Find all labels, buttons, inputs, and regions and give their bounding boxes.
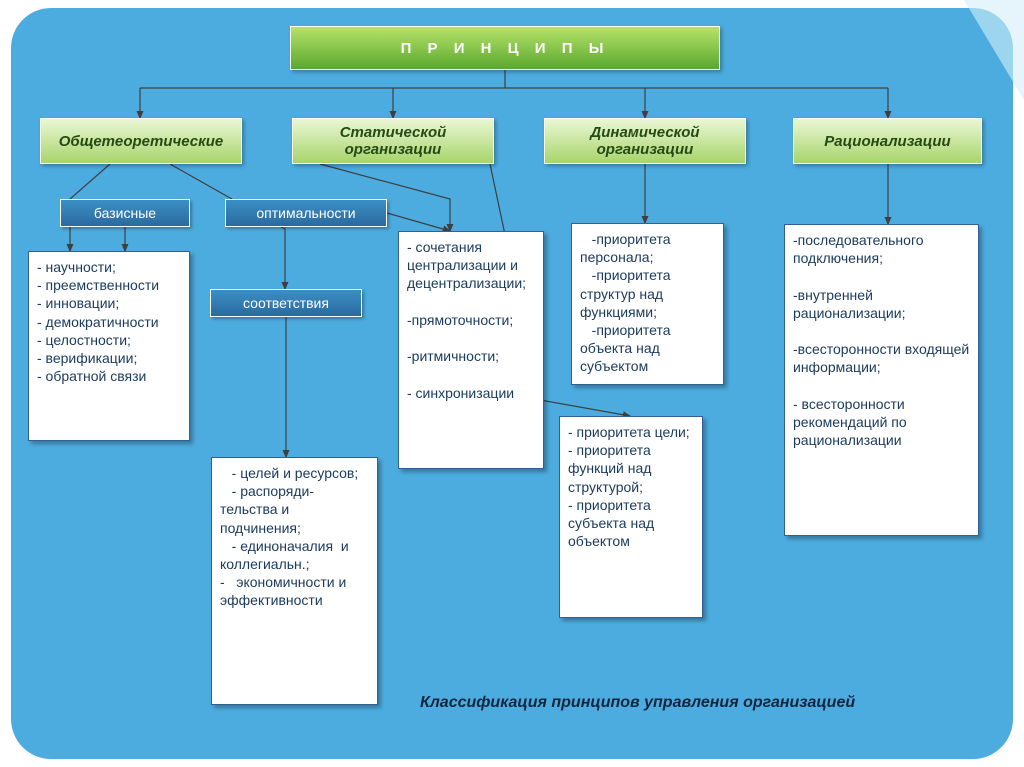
category-label: Динамической организации [545, 124, 745, 158]
box-text: - сочетания централизации и децентрализа… [407, 238, 535, 402]
box-text: -приоритета персонала; -приоритета струк… [580, 230, 715, 376]
category-label: Рационализации [824, 133, 950, 150]
box-basic-list: - научности; - преемственности - инновац… [28, 251, 190, 441]
subcat-label: соответствия [243, 295, 329, 311]
corner-decoration [964, 0, 1024, 100]
root-label: П Р И Н Ц И П Ы [401, 40, 610, 57]
category-label: Общетеоретические [59, 133, 224, 150]
subcat-label: оптимальности [256, 205, 355, 221]
subcat-label: базисные [94, 205, 156, 221]
diagram-caption: Классификация принципов управления орган… [420, 694, 855, 712]
box-text: - целей и ресурсов; - распоряди-тельства… [220, 464, 369, 610]
category-static: Статической организации [292, 118, 494, 164]
box-text: -последовательного подключения; -внутрен… [793, 231, 970, 449]
box-conform-list: - целей и ресурсов; - распоряди-тельства… [211, 457, 378, 705]
box-text: - научности; - преемственности - инновац… [37, 258, 181, 385]
category-general: Общетеоретические [40, 118, 242, 164]
box-dynamic-b: - приоритета цели; - приоритета функций … [559, 416, 703, 618]
subcat-optimal: оптимальности [225, 199, 387, 227]
box-optimal-list: - сочетания централизации и децентрализа… [398, 231, 544, 469]
subcat-basic: базисные [60, 199, 190, 227]
category-label: Статической организации [293, 124, 493, 158]
box-text: - приоритета цели; - приоритета функций … [568, 423, 694, 550]
subcat-conform: соответствия [210, 289, 362, 317]
category-dynamic: Динамической организации [544, 118, 746, 164]
box-dynamic-a: -приоритета персонала; -приоритета струк… [571, 223, 724, 385]
root-node: П Р И Н Ц И П Ы [290, 26, 720, 70]
caption-text: Классификация принципов управления орган… [420, 694, 855, 711]
box-rational-list: -последовательного подключения; -внутрен… [784, 224, 979, 536]
category-rational: Рационализации [793, 118, 982, 164]
